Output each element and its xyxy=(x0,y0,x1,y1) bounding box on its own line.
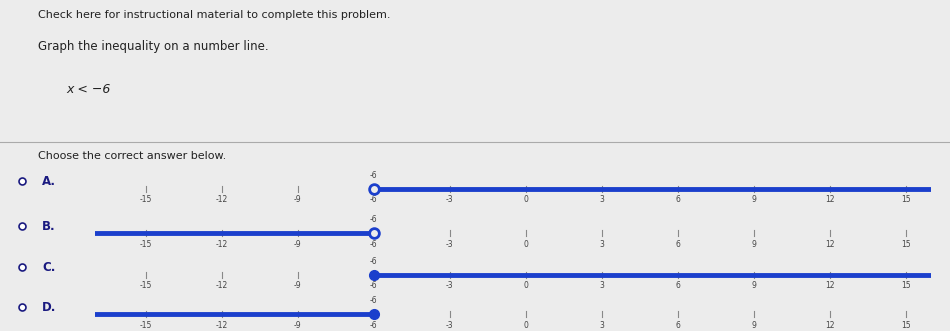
Text: -12: -12 xyxy=(216,240,228,249)
Text: x < −6: x < −6 xyxy=(66,83,111,96)
Text: 9: 9 xyxy=(751,195,756,204)
Text: -6: -6 xyxy=(370,281,377,290)
Text: 3: 3 xyxy=(599,195,604,204)
Text: -6: -6 xyxy=(370,296,377,305)
Text: C.: C. xyxy=(42,261,55,274)
Text: -15: -15 xyxy=(140,195,152,204)
Text: 12: 12 xyxy=(825,240,834,249)
Text: -15: -15 xyxy=(140,321,152,330)
Text: -15: -15 xyxy=(140,240,152,249)
Text: Check here for instructional material to complete this problem.: Check here for instructional material to… xyxy=(38,10,390,20)
Text: 12: 12 xyxy=(825,281,834,290)
Text: 9: 9 xyxy=(751,321,756,330)
Text: Graph the inequality on a number line.: Graph the inequality on a number line. xyxy=(38,40,269,53)
Text: -9: -9 xyxy=(294,195,301,204)
Text: 15: 15 xyxy=(901,281,910,290)
Text: 6: 6 xyxy=(675,240,680,249)
Text: 9: 9 xyxy=(751,281,756,290)
Text: -9: -9 xyxy=(294,281,301,290)
Text: -3: -3 xyxy=(446,321,453,330)
Text: -6: -6 xyxy=(370,240,377,249)
Text: 9: 9 xyxy=(751,240,756,249)
Text: 0: 0 xyxy=(523,281,528,290)
Text: 6: 6 xyxy=(675,321,680,330)
Text: 3: 3 xyxy=(599,321,604,330)
Text: -6: -6 xyxy=(370,195,377,204)
Text: -3: -3 xyxy=(446,281,453,290)
Text: 15: 15 xyxy=(901,240,910,249)
Text: -6: -6 xyxy=(370,257,377,265)
Text: 3: 3 xyxy=(599,240,604,249)
Text: 12: 12 xyxy=(825,321,834,330)
Text: 6: 6 xyxy=(675,281,680,290)
Text: -9: -9 xyxy=(294,240,301,249)
Text: D.: D. xyxy=(42,301,56,314)
Text: A.: A. xyxy=(42,175,56,188)
Text: B.: B. xyxy=(42,219,56,233)
Text: Choose the correct answer below.: Choose the correct answer below. xyxy=(38,151,226,161)
Text: -15: -15 xyxy=(140,281,152,290)
Text: 0: 0 xyxy=(523,240,528,249)
Text: -6: -6 xyxy=(370,170,377,180)
Text: -3: -3 xyxy=(446,195,453,204)
Text: 15: 15 xyxy=(901,321,910,330)
Text: 12: 12 xyxy=(825,195,834,204)
Text: -9: -9 xyxy=(294,321,301,330)
Text: 0: 0 xyxy=(523,321,528,330)
Text: -12: -12 xyxy=(216,321,228,330)
Text: -6: -6 xyxy=(370,321,377,330)
Text: 6: 6 xyxy=(675,195,680,204)
Text: 3: 3 xyxy=(599,281,604,290)
Text: 0: 0 xyxy=(523,195,528,204)
Text: -12: -12 xyxy=(216,195,228,204)
Text: -6: -6 xyxy=(370,215,377,224)
Text: -12: -12 xyxy=(216,281,228,290)
Text: -3: -3 xyxy=(446,240,453,249)
Text: 15: 15 xyxy=(901,195,910,204)
